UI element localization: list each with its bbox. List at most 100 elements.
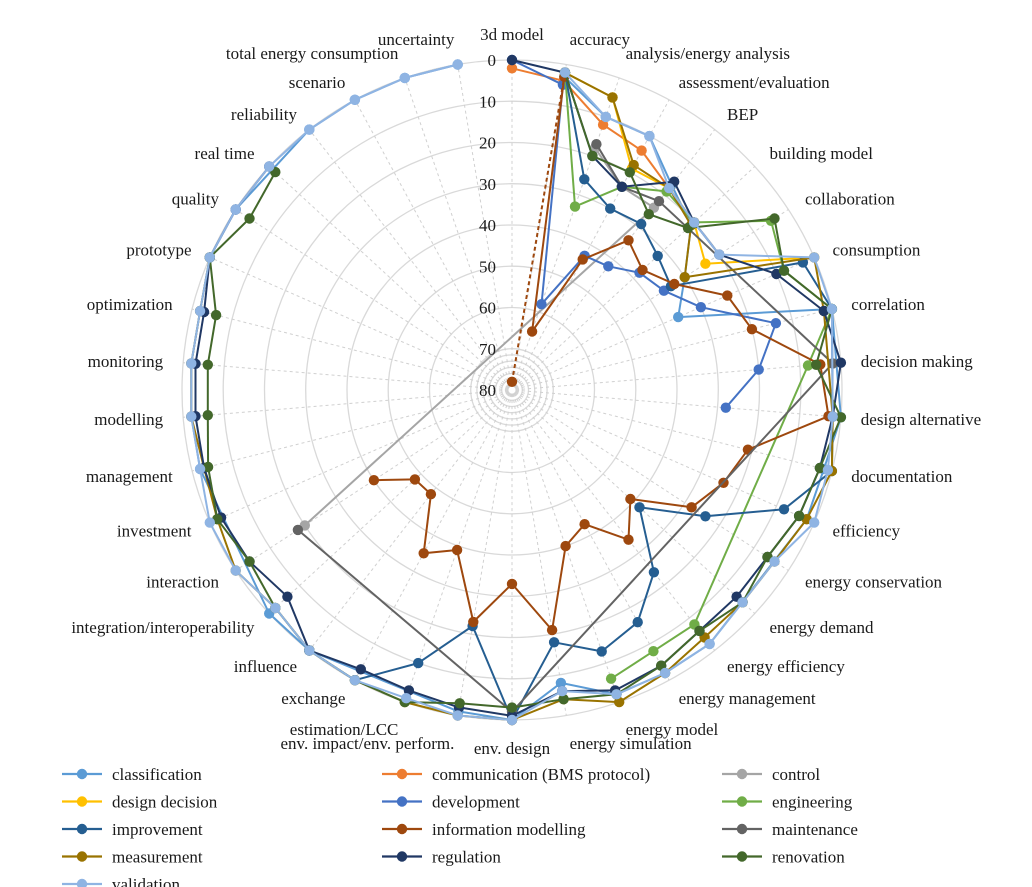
data-point — [244, 213, 255, 224]
data-point — [244, 556, 255, 567]
series-line-segment — [591, 154, 631, 174]
series-line-segment — [663, 289, 702, 309]
data-point — [579, 174, 590, 185]
series-line-segment — [562, 690, 617, 696]
series-line-segment — [684, 256, 815, 279]
grid-spoke — [268, 392, 510, 614]
legend-label: maintenance — [772, 820, 858, 839]
series-line-segment — [636, 571, 655, 623]
category-label: real time — [195, 144, 255, 163]
series-line-segment — [206, 314, 218, 365]
legend-swatch-marker — [736, 823, 748, 835]
series-line-segment — [551, 545, 567, 631]
series-line-segment — [815, 308, 833, 366]
series-line-segment — [286, 596, 311, 651]
series-line-segment — [458, 706, 513, 717]
data-point — [202, 359, 213, 370]
data-point — [557, 685, 568, 697]
category-label: assessment/evaluation — [679, 73, 831, 92]
grid-spoke — [515, 209, 789, 389]
series-line-segment — [633, 164, 670, 190]
data-point — [506, 376, 518, 387]
data-point — [230, 204, 241, 215]
data-point — [587, 150, 598, 162]
series-line-segment — [457, 714, 513, 721]
r-tick-label: 40 — [479, 216, 496, 235]
series-line-segment — [683, 225, 693, 278]
category-label: estimation/LCC — [290, 720, 399, 739]
data-point — [577, 254, 588, 265]
series-layer — [186, 54, 847, 726]
data-point — [753, 364, 764, 375]
data-point — [403, 685, 415, 696]
series-line-segment — [531, 258, 584, 333]
data-point — [704, 638, 715, 650]
category-label: optimization — [87, 295, 173, 314]
data-point — [835, 357, 847, 368]
data-point — [468, 616, 479, 628]
data-point — [624, 167, 635, 178]
grid-spoke — [209, 256, 509, 389]
series-line-segment — [805, 470, 833, 520]
data-point — [600, 111, 611, 123]
category-label: interaction — [146, 572, 219, 591]
r-tick-label: 20 — [479, 134, 496, 153]
series-line-segment — [472, 583, 513, 623]
series-line-segment — [802, 261, 833, 310]
data-point — [304, 645, 315, 656]
category-label: prototype — [126, 240, 191, 259]
grid-spoke — [515, 256, 815, 389]
r-tick-label: 10 — [479, 92, 496, 111]
legend-item: regulation — [382, 848, 501, 867]
category-label: analysis/energy analysis — [626, 44, 790, 63]
legend-item: control — [722, 765, 820, 784]
series-line-segment — [511, 59, 566, 74]
series-line-segment — [511, 698, 564, 721]
series-line-segment — [511, 698, 564, 709]
data-point — [769, 213, 780, 224]
grid-spoke — [516, 362, 841, 391]
data-point — [202, 410, 213, 421]
data-point — [418, 548, 429, 559]
series-line-segment — [531, 76, 566, 332]
legend-swatch-marker — [736, 851, 748, 862]
series-line-segment — [422, 494, 432, 554]
data-point — [452, 710, 463, 721]
series-line-segment — [660, 630, 701, 667]
data-point — [648, 567, 660, 578]
legend-label: regulation — [432, 848, 501, 867]
legend-swatch-marker — [76, 878, 88, 887]
data-point — [644, 130, 655, 142]
series-line-segment — [819, 364, 830, 417]
series-line-segment — [747, 415, 829, 451]
series-line-segment — [826, 416, 834, 471]
series-line-segment — [234, 165, 270, 211]
r-tick-label: 30 — [479, 175, 496, 194]
data-point — [506, 702, 518, 713]
category-label: env. impact/env. perform. — [281, 734, 455, 753]
series-line-segment — [405, 697, 459, 717]
data-point — [506, 63, 518, 74]
data-point — [742, 444, 754, 455]
data-point — [454, 698, 465, 709]
legend-item: classification — [62, 765, 202, 784]
grid-spoke — [457, 64, 512, 386]
data-point — [636, 218, 647, 230]
category-label: accuracy — [570, 30, 631, 49]
grid-ring — [263, 141, 761, 639]
data-point — [623, 534, 634, 545]
data-point — [616, 181, 628, 192]
data-point — [349, 675, 361, 686]
category-label: energy model — [626, 720, 719, 739]
category-label: env. design — [474, 739, 551, 758]
grid-spoke — [457, 394, 512, 716]
series-line-segment — [766, 515, 800, 558]
series-line-segment — [668, 187, 695, 223]
series-line-segment — [354, 76, 406, 101]
category-label: energy simulation — [570, 734, 692, 753]
series-line-segment — [798, 467, 821, 517]
series-line-segment — [818, 416, 834, 469]
r-tick-label: 70 — [479, 340, 496, 359]
data-point — [652, 250, 663, 262]
